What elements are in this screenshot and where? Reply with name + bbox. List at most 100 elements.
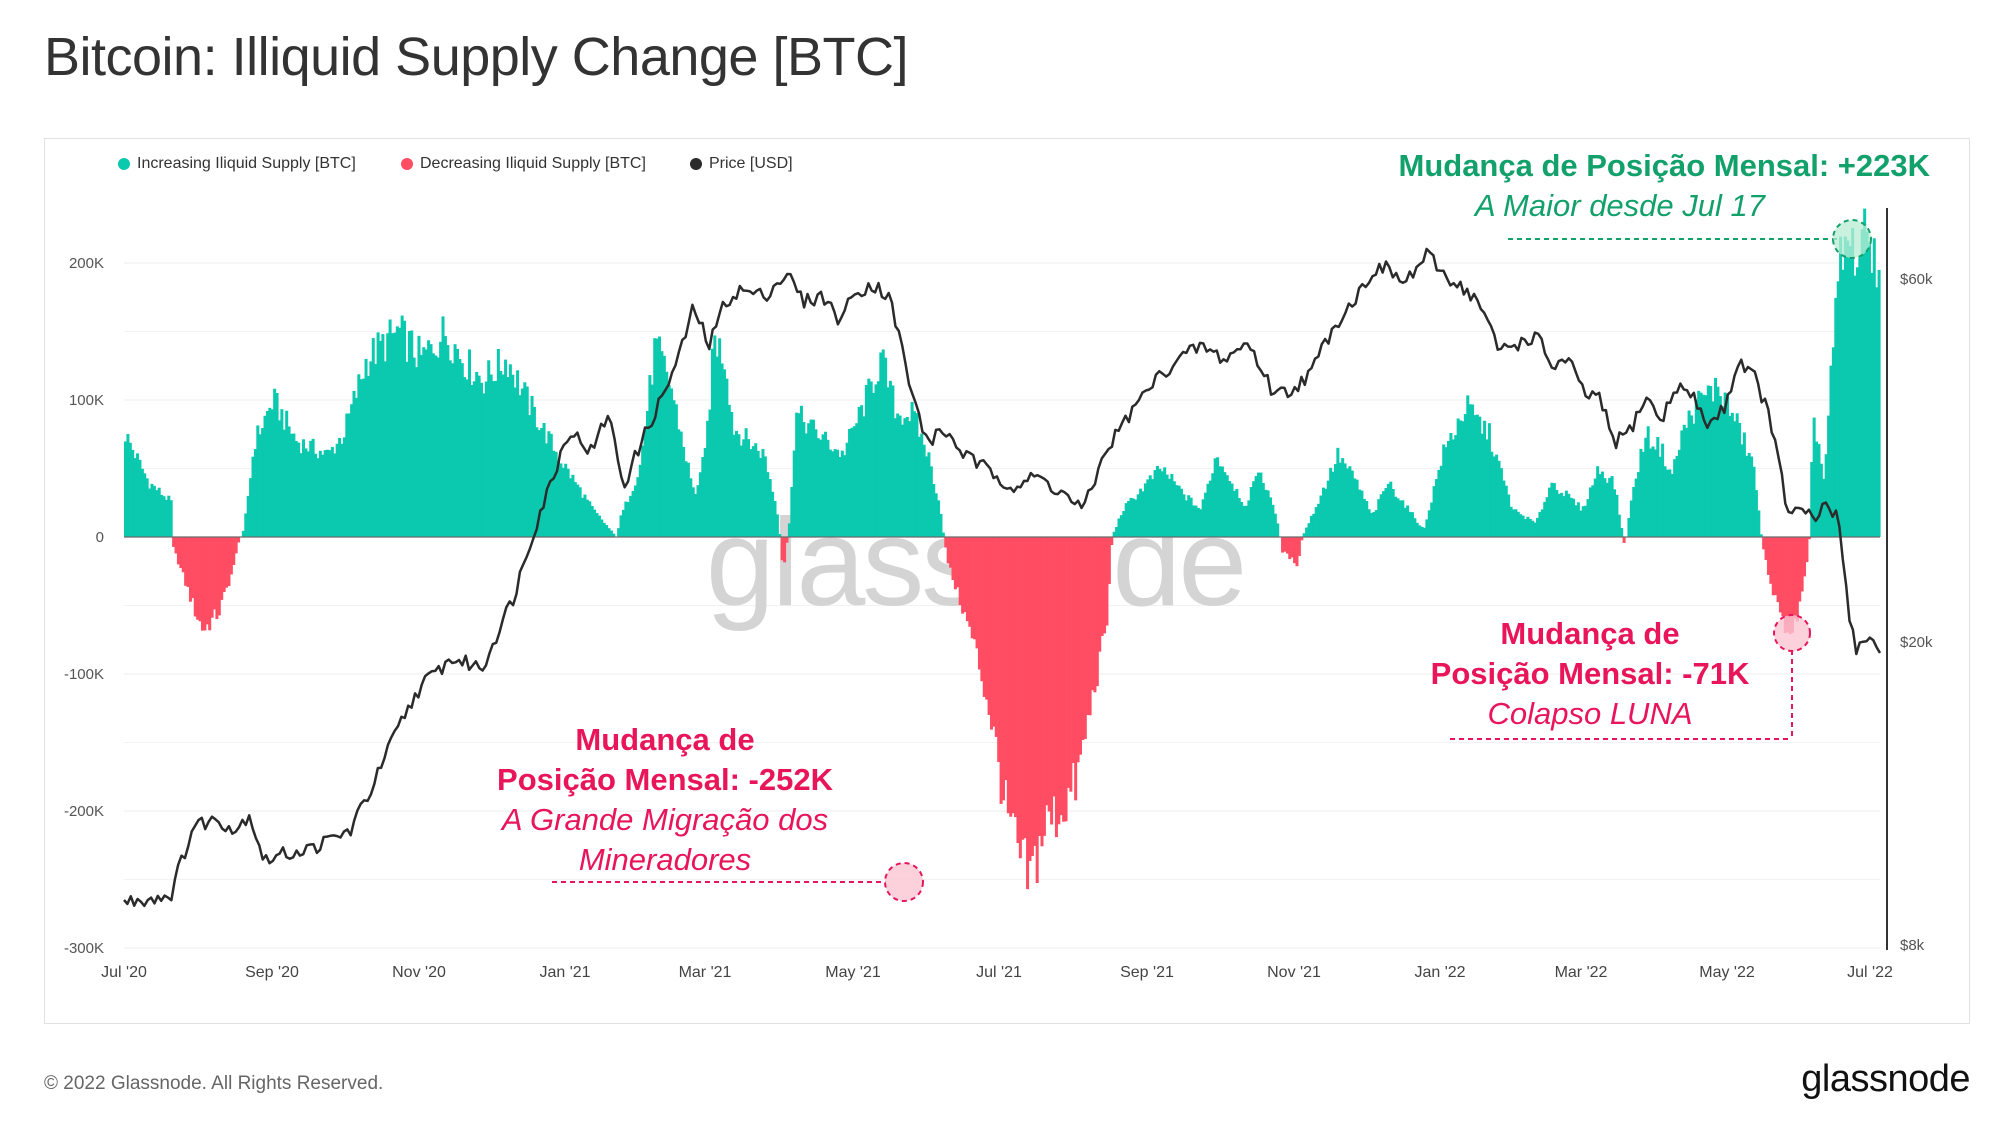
bar-increasing: [1466, 395, 1470, 537]
bar-increasing: [1463, 414, 1467, 537]
bar-increasing: [167, 495, 171, 537]
bar-increasing: [718, 338, 722, 537]
bar-increasing: [316, 458, 320, 537]
bar-increasing: [1370, 512, 1374, 537]
bar-decreasing: [975, 537, 979, 649]
bar-increasing: [588, 501, 592, 537]
bar-decreasing: [1040, 537, 1044, 847]
x-tick-label: Mar '21: [679, 964, 732, 981]
bar-increasing: [1177, 485, 1181, 537]
bar-increasing: [1598, 473, 1602, 537]
bar-increasing: [1499, 468, 1503, 537]
bar-increasing: [1235, 488, 1239, 537]
bar-increasing: [703, 447, 707, 537]
bar-increasing: [1673, 459, 1677, 537]
x-tick-label: May '21: [825, 964, 881, 981]
bar-increasing: [626, 501, 630, 537]
bar-increasing: [347, 413, 351, 537]
bar-decreasing: [1103, 537, 1107, 634]
legend-item-decreasing[interactable]: Decreasing Iliquid Supply [BTC]: [401, 155, 646, 173]
bar-increasing: [1581, 506, 1585, 537]
bar-increasing: [636, 477, 640, 537]
bar-increasing: [643, 429, 647, 537]
bar-increasing: [607, 528, 611, 537]
bar-increasing: [388, 319, 392, 537]
bar-decreasing: [1762, 537, 1766, 550]
bar-increasing: [1560, 492, 1564, 537]
bar-decreasing: [1086, 537, 1090, 716]
bar-increasing: [816, 438, 820, 537]
bar-increasing: [321, 454, 325, 537]
bar-increasing: [802, 422, 806, 537]
bar-increasing: [1442, 444, 1446, 537]
bar-increasing: [925, 456, 929, 537]
bar-decreasing: [172, 537, 176, 547]
bar-increasing: [253, 449, 257, 537]
bar-increasing: [1670, 473, 1674, 537]
bar-increasing: [674, 404, 678, 537]
bar-decreasing: [1788, 537, 1792, 635]
bar-increasing: [1742, 432, 1746, 537]
bar-increasing: [689, 478, 693, 537]
bar-increasing: [722, 369, 726, 537]
bar-increasing: [429, 344, 433, 537]
bar-increasing: [484, 381, 488, 537]
bar-decreasing: [1288, 537, 1292, 560]
bar-increasing: [1220, 466, 1224, 537]
bar-increasing: [1117, 518, 1121, 537]
bar-decreasing: [1038, 537, 1042, 836]
bar-increasing: [566, 468, 570, 537]
bar-increasing: [340, 443, 344, 537]
bar-increasing: [1627, 518, 1631, 537]
bar-increasing: [1507, 494, 1511, 537]
bar-increasing: [1656, 437, 1660, 537]
bar-increasing: [1447, 440, 1451, 537]
legend-item-increasing[interactable]: Increasing Iliquid Supply [BTC]: [118, 155, 356, 173]
bar-increasing: [1204, 492, 1208, 537]
bar-increasing: [306, 451, 310, 537]
bar-increasing: [792, 450, 796, 537]
bar-increasing: [600, 519, 604, 537]
annotation-miners: Mudança de Posição Mensal: -252K A Grand…: [450, 720, 880, 880]
bar-increasing: [641, 445, 645, 537]
bar-increasing: [136, 453, 140, 537]
legend-item-price[interactable]: Price [USD]: [690, 155, 793, 173]
bar-increasing: [1858, 257, 1862, 537]
bar-decreasing: [961, 537, 965, 614]
luna-annotation-marker: [1773, 614, 1811, 652]
bar-increasing: [1475, 414, 1479, 537]
bar-increasing: [1870, 272, 1874, 537]
bar-increasing: [1444, 447, 1448, 537]
bar-increasing: [645, 410, 649, 537]
bar-increasing: [1865, 231, 1869, 538]
bar-increasing: [1124, 503, 1128, 537]
bar-increasing: [299, 453, 303, 537]
bar-increasing: [852, 426, 856, 537]
bar-increasing: [516, 370, 520, 537]
bar-increasing: [318, 450, 322, 537]
bar-increasing: [1307, 523, 1311, 537]
bar-increasing: [1228, 481, 1232, 537]
bar-increasing: [333, 453, 337, 537]
price-line: [123, 247, 1882, 908]
bar-increasing: [463, 377, 467, 537]
bar-increasing: [848, 428, 852, 537]
bar-increasing: [148, 488, 152, 537]
bar-increasing: [1579, 510, 1583, 537]
bar-decreasing: [997, 537, 1001, 763]
bar-decreasing: [994, 537, 998, 737]
bar-increasing: [891, 385, 895, 537]
bar-increasing: [595, 512, 599, 537]
bar-decreasing: [1805, 537, 1809, 563]
bar-increasing: [1146, 479, 1150, 537]
bar-increasing: [1735, 413, 1739, 537]
bar-increasing: [443, 336, 447, 537]
bar-increasing: [1131, 498, 1135, 537]
bar-increasing: [1706, 385, 1710, 537]
bar-increasing: [578, 487, 582, 537]
bar-increasing: [1314, 507, 1318, 537]
brand-logo[interactable]: glassnode: [1801, 1058, 1970, 1100]
bar-increasing: [1829, 365, 1833, 537]
bar-decreasing: [953, 537, 957, 590]
bar-increasing: [1158, 468, 1162, 537]
